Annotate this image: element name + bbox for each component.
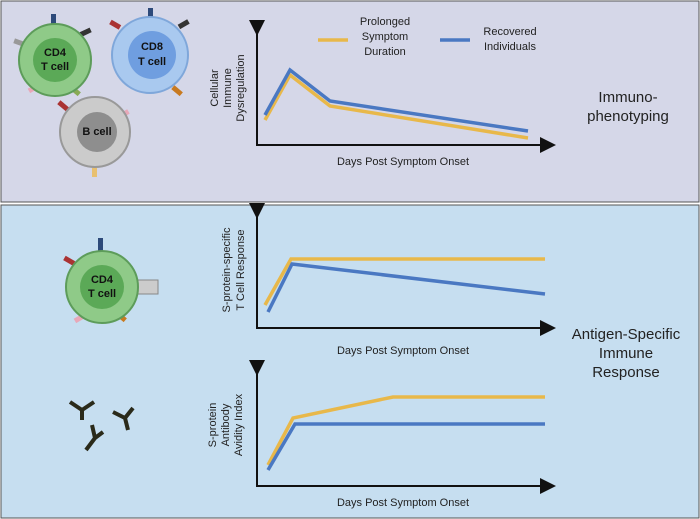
cd4-cell bbox=[63, 238, 159, 324]
cd8-cell bbox=[109, 8, 190, 97]
cell-label: T cell bbox=[41, 61, 69, 73]
panel-label: Immune bbox=[599, 345, 653, 362]
panel-label: phenotyping bbox=[587, 108, 669, 125]
recovered-curve bbox=[266, 262, 546, 313]
cell-label: T cell bbox=[138, 56, 166, 68]
b-cell bbox=[57, 96, 131, 177]
recovered-curve bbox=[266, 422, 545, 471]
x-axis-label: Days Post Symptom Onset bbox=[337, 497, 469, 509]
y-axis-label: S-protein-specific bbox=[221, 227, 233, 312]
cell-label: CD4 bbox=[44, 47, 67, 59]
y-axis-label: T Cell Response bbox=[235, 229, 247, 310]
y-axis-label: Immune bbox=[222, 68, 234, 108]
panel-label: Antigen-Specific bbox=[572, 326, 681, 343]
legend-label: Recovered bbox=[483, 26, 536, 38]
panel-label: Immuno- bbox=[598, 89, 657, 106]
y-axis-label: Dysregulation bbox=[235, 54, 247, 121]
y-axis-label: Cellular bbox=[209, 69, 221, 107]
cell-label: B cell bbox=[82, 126, 111, 138]
legend-label: Duration bbox=[364, 46, 406, 58]
cell-label: T cell bbox=[88, 288, 116, 300]
x-axis-label: Days Post Symptom Onset bbox=[337, 345, 469, 357]
recovered-curve bbox=[263, 67, 529, 133]
panel-label: Response bbox=[592, 364, 660, 381]
antibodies bbox=[68, 400, 135, 452]
x-axis-label: Days Post Symptom Onset bbox=[337, 156, 469, 168]
legend-label: Individuals bbox=[484, 41, 536, 53]
axes bbox=[249, 20, 556, 153]
prolonged-curve bbox=[263, 72, 529, 140]
cell-label: CD8 bbox=[141, 41, 163, 53]
axes bbox=[249, 203, 556, 336]
y-axis-label: S-protein bbox=[207, 403, 219, 448]
prolonged-curve bbox=[266, 395, 545, 466]
axes bbox=[249, 360, 556, 494]
cd4-cell bbox=[13, 14, 92, 97]
cell-label: CD4 bbox=[91, 274, 114, 286]
prolonged-curve bbox=[263, 257, 545, 306]
y-axis-label: Avidity Index bbox=[233, 393, 245, 456]
legend-label: Prolonged bbox=[360, 16, 410, 28]
legend-label: Symptom bbox=[362, 31, 408, 43]
y-axis-label: Antibody bbox=[220, 403, 232, 446]
